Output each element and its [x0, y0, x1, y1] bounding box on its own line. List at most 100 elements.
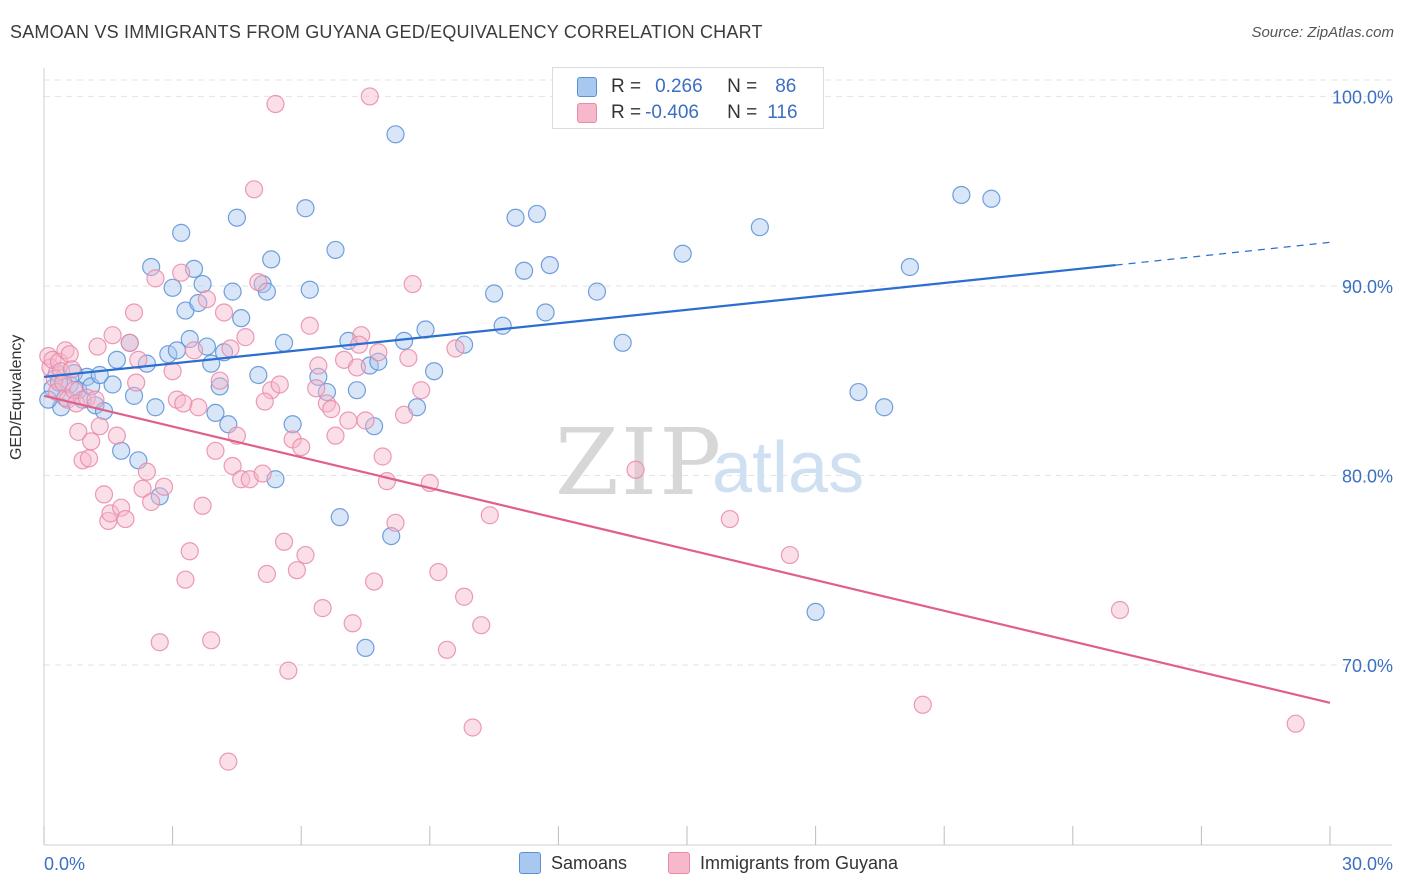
stats-r-label: R = [611, 76, 642, 97]
samoan-point [347, 381, 367, 400]
samoan-point [189, 293, 208, 313]
legend: Samoans Immigrants from Guyana [0, 852, 1406, 878]
guyana-point [154, 477, 174, 496]
stats-r-value-guyana: -0.406 [645, 102, 699, 123]
samoan-point [540, 255, 559, 275]
samoan-point [142, 257, 161, 277]
samoan-point [232, 309, 251, 328]
guyana-point [343, 614, 362, 633]
samoan-point [262, 250, 281, 269]
guyana-point [176, 570, 195, 589]
guyana-point [103, 326, 122, 345]
guyana-point [193, 496, 212, 515]
guyana-point [255, 392, 274, 411]
guyana-point [360, 87, 379, 106]
samoan-point [527, 204, 547, 224]
guyana-point [82, 432, 101, 451]
samoan-point [193, 274, 212, 294]
guyana-point [184, 341, 204, 360]
guyana-trendline [43, 394, 1331, 704]
chart-title: SAMOAN VS IMMIGRANTS FROM GUYANA GED/EQU… [10, 22, 763, 42]
samoan-point [103, 375, 122, 394]
guyana-point [307, 379, 326, 398]
guyana-point [322, 400, 341, 419]
samoan-point [952, 185, 971, 205]
guyana-point [88, 337, 107, 356]
chart-source: Source: ZipAtlas.com [1251, 24, 1394, 41]
guyana-point [309, 356, 328, 375]
guyana-point [73, 451, 92, 470]
guyana-point [142, 492, 161, 512]
legend-item-guyana[interactable]: Immigrants from Guyana [668, 852, 898, 874]
guyana-point [79, 449, 99, 468]
guyana-point [137, 462, 156, 481]
guyana-point [249, 273, 268, 292]
guyana-point [69, 422, 88, 441]
guyana-point [266, 94, 285, 114]
samoan-point [330, 508, 349, 527]
guyana-point [454, 587, 474, 606]
guyana-point [394, 405, 414, 424]
guyana-point [429, 563, 448, 582]
guyana-point [1286, 714, 1305, 733]
stats-row-guyana: R = -0.406 N = 116 [577, 101, 798, 125]
guyana-point [463, 718, 482, 737]
guyana-point [133, 479, 152, 498]
samoan-point [849, 382, 868, 402]
stats-swatch-guyana [577, 103, 597, 123]
guyana-point [60, 345, 79, 364]
guyana-point [116, 509, 135, 529]
guyana-point [720, 509, 739, 529]
guyana-point [127, 373, 146, 392]
stats-row-samoans: R = 0.266 N = 86 [577, 75, 796, 99]
y-tick-label: 80.0% [1342, 466, 1393, 486]
guyana-point [472, 616, 491, 635]
guyana-point [202, 631, 221, 650]
guyana-point [300, 316, 319, 335]
samoan-point [356, 638, 375, 658]
samoan-point [806, 602, 825, 622]
axis-layer [43, 68, 1392, 846]
guyana-point [326, 426, 345, 445]
samoan-trendline-extension [1115, 241, 1331, 266]
y-axis-label: GED/Equivalency [8, 334, 25, 460]
legend-item-samoans[interactable]: Samoans [519, 852, 627, 874]
samoan-point [424, 362, 444, 381]
guyana-point [437, 640, 457, 659]
guyana-point [244, 180, 264, 199]
stats-n-value-guyana: 116 [767, 102, 798, 123]
samoan-point [146, 398, 165, 417]
samoan-point [875, 398, 894, 417]
samoan-point [386, 125, 405, 144]
guyana-point [1110, 600, 1130, 620]
guyana-point [129, 350, 148, 369]
guyana-point [446, 339, 465, 358]
guyana-point [180, 542, 199, 561]
guyana-point [236, 328, 255, 347]
guyana-point [412, 381, 431, 400]
guyana-point [253, 464, 272, 483]
guyana-point [150, 633, 169, 652]
watermark-zip: ZIP [555, 409, 723, 516]
guyana-point [223, 456, 242, 476]
guyana-point [90, 417, 109, 436]
legend-swatch-guyana [668, 852, 690, 874]
samoan-point [300, 280, 319, 299]
guyana-point [296, 545, 315, 565]
guyana-point [107, 426, 126, 445]
y-tick-label: 70.0% [1342, 656, 1393, 676]
stats-swatch-samoans [577, 77, 597, 97]
grid-layer [44, 79, 1392, 666]
guyana-point [163, 362, 182, 381]
samoan-point [274, 333, 294, 352]
guyana-point [274, 532, 294, 551]
guyana-point [287, 561, 307, 580]
samoan-point [90, 365, 109, 385]
samoan-point [124, 386, 144, 405]
watermark: ZIP atlas [555, 409, 864, 516]
samoan-point [982, 189, 1001, 208]
samoan-point [283, 415, 302, 434]
guyana-point [189, 398, 208, 417]
stats-r-value-samoans: 0.266 [655, 76, 703, 97]
stats-box: R = 0.266 N = 86 R = -0.406 N = 116 [552, 67, 824, 129]
